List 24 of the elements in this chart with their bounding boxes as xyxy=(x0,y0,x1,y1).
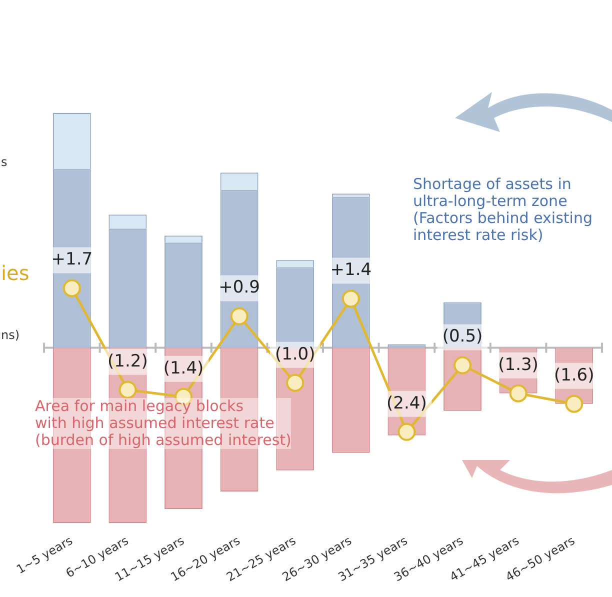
text: ns) xyxy=(1,328,20,342)
data-label: (1.4) xyxy=(163,358,204,378)
point xyxy=(342,290,360,308)
data-label: +1.7 xyxy=(51,250,93,270)
data-label: (1.6) xyxy=(554,365,594,386)
data-label: (1.2) xyxy=(108,351,148,372)
annotation: Shortage of assets in ultra-long-term zone (Factors behind existing interest rate risk) xyxy=(413,175,592,244)
point xyxy=(509,384,528,402)
text: ies xyxy=(1,261,30,285)
annotation: Area for main legacy blocks with high assumed interest rate (burden of high assumed interest) xyxy=(35,397,292,449)
point xyxy=(454,356,472,374)
point xyxy=(565,394,584,413)
data-label: +1.4 xyxy=(330,260,372,280)
data-label: (2.4) xyxy=(386,393,427,414)
data-label: +0.9 xyxy=(218,278,260,298)
data-label: (0.5) xyxy=(442,326,483,347)
point xyxy=(398,422,416,441)
point xyxy=(230,307,248,326)
data-label: (1.3) xyxy=(498,354,538,375)
point xyxy=(286,374,304,392)
text: s xyxy=(1,155,8,169)
point xyxy=(62,279,81,298)
data-label: (1.0) xyxy=(274,344,316,364)
point xyxy=(118,380,137,399)
